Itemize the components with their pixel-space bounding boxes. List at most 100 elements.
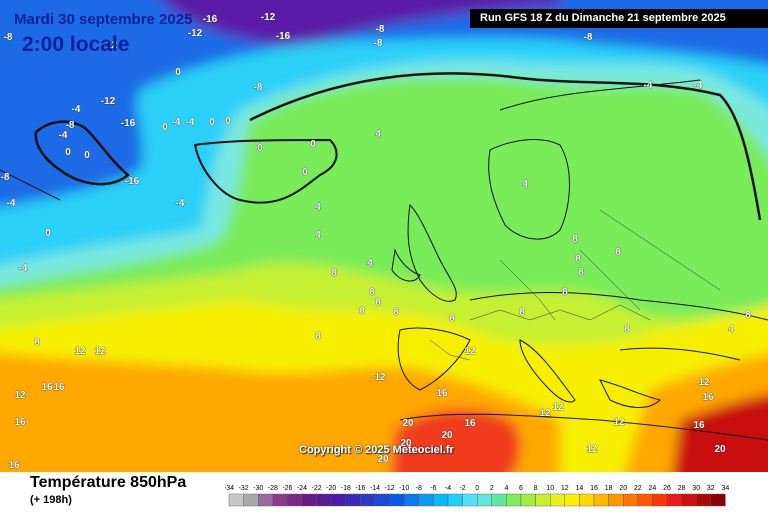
isotherm-label: 12: [74, 346, 86, 357]
legend-swatch: [243, 493, 259, 507]
legend-swatch: [476, 493, 492, 507]
isotherm-label: -4: [72, 104, 81, 115]
legend-tick-label: 22: [634, 485, 642, 492]
isotherm-label: 8: [578, 267, 584, 278]
isotherm-label: 20: [402, 418, 414, 429]
legend-swatch: [272, 493, 288, 507]
isotherm-label: 0: [162, 122, 168, 133]
isotherm-label: 16: [14, 417, 26, 428]
legend-tick-label: 12: [561, 485, 569, 492]
isotherm-label: 4: [728, 324, 734, 335]
legend-swatch: [258, 493, 274, 507]
coast-central-europe: [469, 292, 768, 321]
legend-swatch: [710, 493, 726, 507]
legend-swatch: [506, 493, 522, 507]
isotherm-labels: -12-16-12 -16-8-8-8-12-8-8-4 -40-12-4-8-40…: [0, 12, 751, 472]
legend-swatch: [550, 493, 566, 507]
legend-swatch: [360, 493, 376, 507]
coast-ireland: [391, 248, 421, 282]
field-red: [391, 409, 521, 472]
isotherm-label: 8: [331, 268, 337, 279]
legend-swatch: [608, 493, 624, 507]
legend-swatch: [403, 493, 419, 507]
isotherm-label: 8: [519, 307, 525, 318]
isotherm-label: -12: [261, 12, 276, 23]
isotherm-label: 20: [377, 454, 389, 465]
isotherm-label: -8: [66, 120, 75, 131]
legend-swatch: [433, 493, 449, 507]
isotherm-label: -4: [7, 198, 16, 209]
isotherm-label: -8: [254, 82, 263, 93]
legend-tick-label: -24: [297, 485, 307, 492]
legend-tick-label: 2: [490, 485, 494, 492]
isotherm-label: 4: [315, 202, 321, 213]
legend-tick-label: 34: [722, 485, 730, 492]
legend-swatch: [491, 493, 507, 507]
legend-tick-label: -10: [399, 485, 409, 492]
isotherm-label: 16: [53, 382, 65, 393]
isotherm-label: -4: [644, 80, 653, 91]
isotherm-label: 0: [65, 147, 71, 158]
isotherm-label: 0: [225, 116, 231, 127]
legend-tick-label: 18: [605, 485, 613, 492]
legend-tick-label: 8: [534, 485, 538, 492]
legend-tick-label: 26: [663, 485, 671, 492]
legend-tick-label: -16: [355, 485, 365, 492]
isotherm-label: 16: [464, 418, 476, 429]
isotherm-label: -4: [172, 117, 181, 128]
legend-tick-label: 16: [590, 485, 598, 492]
legend-swatch: [681, 493, 697, 507]
coast-black-sea: [619, 347, 741, 361]
legend-swatch: [520, 493, 536, 507]
isotherm-label: -8: [374, 38, 383, 49]
zero-isotherm-loop: [193, 138, 338, 204]
isotherm-label: 12: [698, 377, 710, 388]
coast-arctic-norway: [499, 79, 701, 111]
legend-tick-label: -8: [416, 485, 422, 492]
isotherm-label: 0: [302, 167, 308, 178]
isotherm-label: -16: [125, 176, 140, 187]
legend-tick-label: 24: [649, 485, 657, 492]
isotherm-label: 12: [552, 402, 564, 413]
legend-swatch: [593, 493, 609, 507]
isotherm-label: 20: [714, 444, 726, 455]
field-title: Température 850hPa: [30, 474, 187, 491]
isotherm-label: 8: [572, 234, 578, 245]
legend-swatch: [345, 493, 361, 507]
footer: Température 850hPa (+ 198h) -34-32-30-28…: [0, 472, 768, 512]
isotherm-label: 0: [310, 139, 316, 150]
isotherm-label: -8: [376, 24, 385, 35]
legend-tick-label: -34: [225, 485, 234, 492]
map-canvas: -12-16-12 -16-8-8-8-12-8-8-4 -40-12-4-8-40…: [0, 0, 768, 472]
field-purple: [162, 0, 560, 45]
isotherm-label: 16: [702, 392, 714, 403]
isotherm-label: 12: [374, 372, 386, 383]
isotherm-label: -4: [176, 198, 185, 209]
isotherm-label: 20: [441, 430, 453, 441]
coastlines: [0, 72, 768, 441]
isotherm-label: 12: [539, 408, 551, 419]
isotherm-label: -12: [188, 28, 203, 39]
isotherm-label: 16: [41, 382, 53, 393]
isotherm-label: -12: [103, 40, 118, 51]
legend-swatch: [579, 493, 595, 507]
legend-tick-label: -30: [253, 485, 263, 492]
coast-britain: [407, 203, 457, 302]
coast-iberia: [397, 327, 471, 391]
isotherm-label: -16: [276, 31, 291, 42]
legend-swatch: [418, 493, 434, 507]
isotherm-label: 16: [693, 420, 705, 431]
color-legend: -34-32-30-28-26-24-22-20-18-16-14-12-10-…: [225, 485, 730, 507]
legend-tick-label: -12: [385, 485, 395, 492]
legend-swatch: [623, 493, 639, 507]
legend-tick-label: 32: [707, 485, 715, 492]
isotherm-label: 12: [586, 444, 598, 455]
isotherm-label: 8: [359, 306, 365, 317]
isotherm-label: 0: [209, 117, 215, 128]
isotherm-label: 0: [257, 143, 263, 154]
run-info: Run GFS 18 Z du Dimanche 21 septembre 20…: [470, 9, 768, 28]
coast-greenland-south: [0, 169, 61, 201]
legend-tick-label: -6: [430, 485, 436, 492]
legend-swatch: [287, 493, 303, 507]
field-blue: [0, 0, 768, 207]
